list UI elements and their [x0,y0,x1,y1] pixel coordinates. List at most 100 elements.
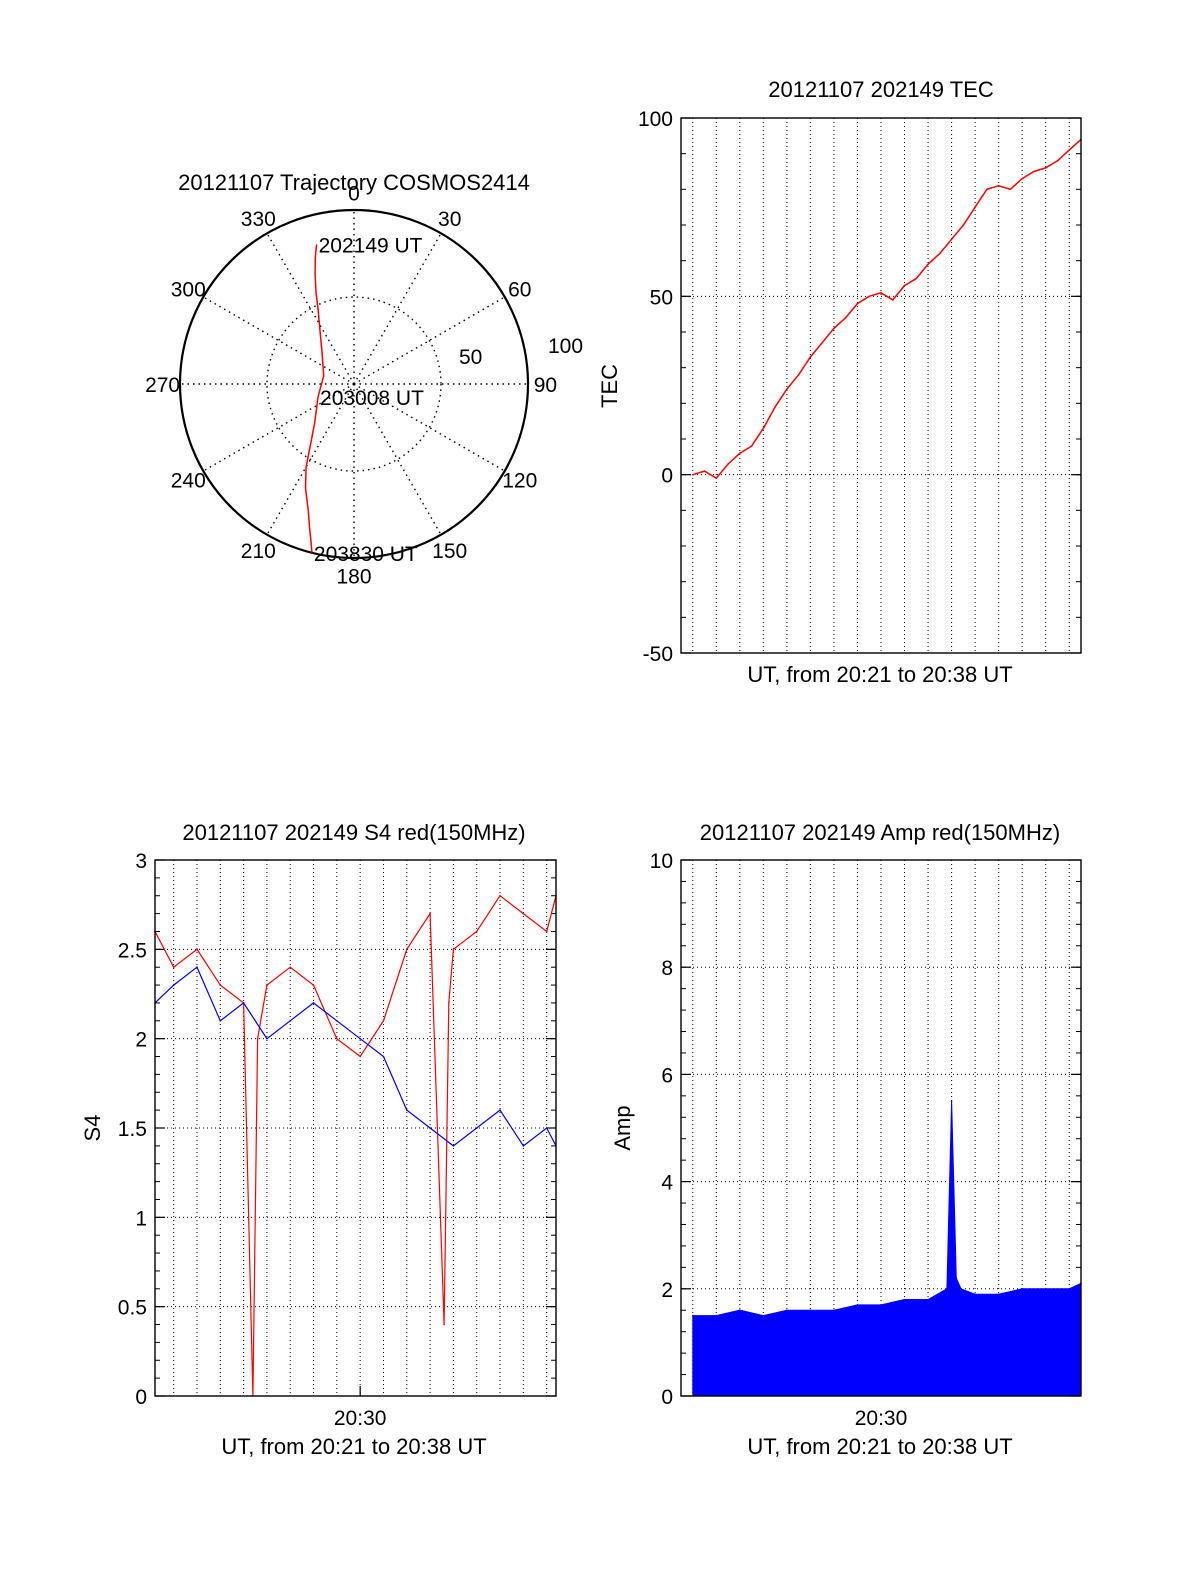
y-tick-label: -50 [643,643,673,666]
data-point [312,1002,315,1004]
data-point [809,356,812,358]
trajectory-title: 20121107 Trajectory COSMOS2414 [178,170,530,195]
data-point [950,1100,953,1102]
data-point [545,930,548,933]
data-point [797,374,800,376]
polar-angle-label: 330 [241,208,276,231]
y-tick-label: 100 [638,108,673,131]
data-point [903,284,906,287]
data-point [1044,1288,1047,1290]
polar-angle-label: 0 [348,183,360,206]
data-point [974,1293,976,1295]
s4-title: 20121107 202149 S4 red(150MHz) [182,820,525,845]
data-point [856,302,859,305]
polar-spoke [353,383,442,536]
y-tick-label: 2.5 [118,939,147,962]
polar-spoke [353,383,506,472]
polar-radial-ring [266,296,442,472]
data-point [382,1055,385,1058]
data-point [452,948,455,951]
data-point [809,1309,812,1311]
data-point [256,1037,259,1040]
polar-labels: 0 30 60 90 120 150 180 210 240 270 300 330 50 100 2021… [145,183,583,589]
data-point [739,1309,741,1311]
amp-ylabel: Amp [610,1105,635,1150]
y-tick-label: 0.5 [118,1297,147,1320]
polar-radial-label: 100 [548,335,583,358]
data-point [196,966,198,968]
data-point [242,1002,245,1004]
tec-panel: 20121107 202149 TEC UT, from 20:21 to 20… [597,77,1082,687]
trajectory-timestamp: 203008 UT [320,387,424,410]
data-point [499,894,501,897]
data-point [312,984,315,986]
data-point [336,1037,338,1040]
data-point [289,1020,292,1022]
data-point [986,188,988,191]
data-point [1021,1288,1023,1290]
s4-ylabel: S4 [80,1115,105,1142]
data-point [266,984,268,986]
data-point [406,1109,408,1111]
p-tec-series-line [692,138,1082,480]
p-s4-series-line [154,894,557,1397]
data-point [429,912,431,915]
data-point [475,930,478,933]
polar-angle-label: 300 [171,278,206,301]
data-point [359,1037,362,1040]
data-point [219,984,222,986]
data-point [974,206,976,208]
plot-grid: 0 0.5 1 1.5 2 2.5 3 20:30 [118,850,556,1430]
amp-panel: 20121107 202149 Amp red(150MHz) UT, from… [610,820,1082,1459]
y-tick-label: 2 [661,1279,673,1302]
s4-xlabel: UT, from 20:21 to 20:38 UT [221,1434,486,1459]
plot-series [692,138,1082,480]
y-tick-label: 50 [650,286,673,309]
data-point [429,1127,431,1129]
plot-frame [154,859,557,1397]
data-point [856,1304,859,1306]
data-point [950,238,953,241]
data-point [833,327,835,330]
data-point [1068,1288,1070,1290]
y-tick-label: 3 [135,850,147,873]
polar-angle-label: 270 [145,374,180,397]
data-point [774,406,776,408]
polar-angle-label: 150 [432,540,467,563]
amp-xlabel: UT, from 20:21 to 20:38 UT [747,1434,1012,1459]
trajectory-track [304,244,325,553]
data-point [475,1127,478,1129]
data-point [1021,177,1023,180]
y-tick-label: 0 [661,1386,673,1409]
data-point [903,1298,906,1301]
polar-angle-label: 210 [241,540,276,563]
data-point [692,1314,694,1317]
plot-series [692,1100,1082,1397]
polar-spoke [202,296,355,385]
data-point [892,299,894,301]
data-point [868,295,870,298]
data-point [997,185,1000,187]
data-point [962,224,965,226]
tec-title: 20121107 202149 TEC [768,77,994,102]
y-tick-label: 6 [661,1064,673,1087]
amp-series-area [692,1101,1082,1397]
y-tick-label: 8 [661,957,673,980]
data-point [1056,160,1059,162]
data-point [927,263,929,266]
p-s4-series-line [154,966,557,1147]
data-point [499,1109,501,1111]
data-point [762,1314,765,1317]
data-point [289,966,292,968]
data-point [1068,149,1070,151]
data-point [844,316,847,319]
data-point [750,445,753,447]
trajectory-timestamp: 203830 UT [314,543,418,566]
data-point [1033,170,1035,173]
plot-frame [680,859,1082,1397]
amp-title: 20121107 202149 Amp red(150MHz) [700,820,1060,845]
polar-spoke [266,383,355,536]
data-point [946,1288,948,1290]
polar-spoke [353,232,442,385]
